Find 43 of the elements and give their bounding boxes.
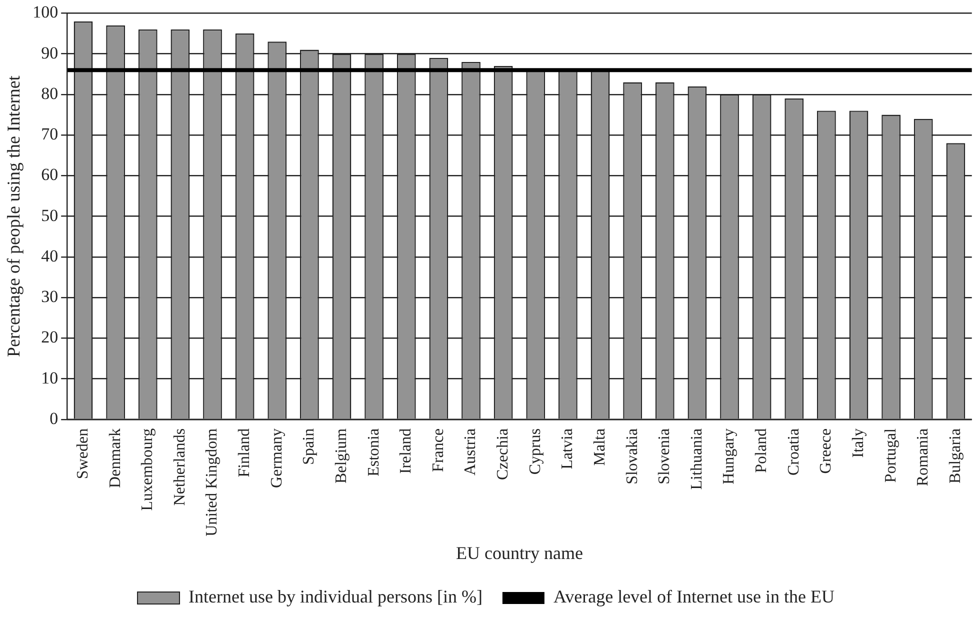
x-tick-label: Spain xyxy=(300,428,318,465)
x-tick-label: Finland xyxy=(236,428,254,478)
y-tick-label: 0 xyxy=(50,408,58,428)
x-tick-label: Slovakia xyxy=(624,428,641,484)
x-tick-label: Hungary xyxy=(720,428,738,484)
y-tick-label: 80 xyxy=(41,84,58,103)
x-tick-label: Luxembourg xyxy=(139,428,156,511)
x-tick-label: Slovenia xyxy=(656,428,674,484)
y-tick-label: 30 xyxy=(41,287,58,306)
y-tick-label: 60 xyxy=(41,165,58,184)
x-tick-label: Austria xyxy=(462,428,480,476)
legend-label: Internet use by individual persons [in %] xyxy=(188,586,482,607)
x-tick-label: Netherlands xyxy=(171,428,188,506)
x-tick-label: Denmark xyxy=(106,428,124,488)
y-tick-label: 70 xyxy=(41,124,58,144)
x-tick-label: Malta xyxy=(591,428,608,466)
x-tick-label: Estonia xyxy=(365,428,382,476)
x-axis-title: EU country name xyxy=(456,542,583,563)
x-tick-label: Poland xyxy=(753,428,770,473)
x-tick-label: Bulgaria xyxy=(946,428,964,484)
x-tick-label: Lithuania xyxy=(688,428,706,490)
x-tick-label: Italy xyxy=(850,428,867,458)
x-tick-label: United Kingdom xyxy=(204,428,221,536)
y-tick-label: 90 xyxy=(41,43,58,62)
x-tick-label: Cyprus xyxy=(526,428,544,475)
x-tick-label: Germany xyxy=(268,428,286,488)
x-tick-label: Croatia xyxy=(785,428,802,476)
y-axis-title: Percentage of people using the Internet xyxy=(4,76,24,357)
x-tick-label: Czechia xyxy=(494,428,512,480)
x-tick-label: Sweden xyxy=(74,428,92,480)
x-tick-label: Belgium xyxy=(332,428,350,484)
y-tick-label: 10 xyxy=(41,368,58,388)
x-tick-label: France xyxy=(430,428,447,472)
y-tick-label: 40 xyxy=(41,246,58,266)
y-tick-label: 100 xyxy=(32,2,58,22)
x-tick-label: Greece xyxy=(818,428,835,474)
y-tick-label: 50 xyxy=(41,206,58,225)
x-tick-label: Romania xyxy=(914,428,932,486)
x-tick-label: Latvia xyxy=(559,428,576,470)
y-tick-label: 20 xyxy=(41,328,58,347)
legend-label: Average level of Internet use in the EU xyxy=(553,586,835,607)
x-tick-label: Ireland xyxy=(398,428,415,474)
x-tick-label: Portugal xyxy=(882,428,900,483)
